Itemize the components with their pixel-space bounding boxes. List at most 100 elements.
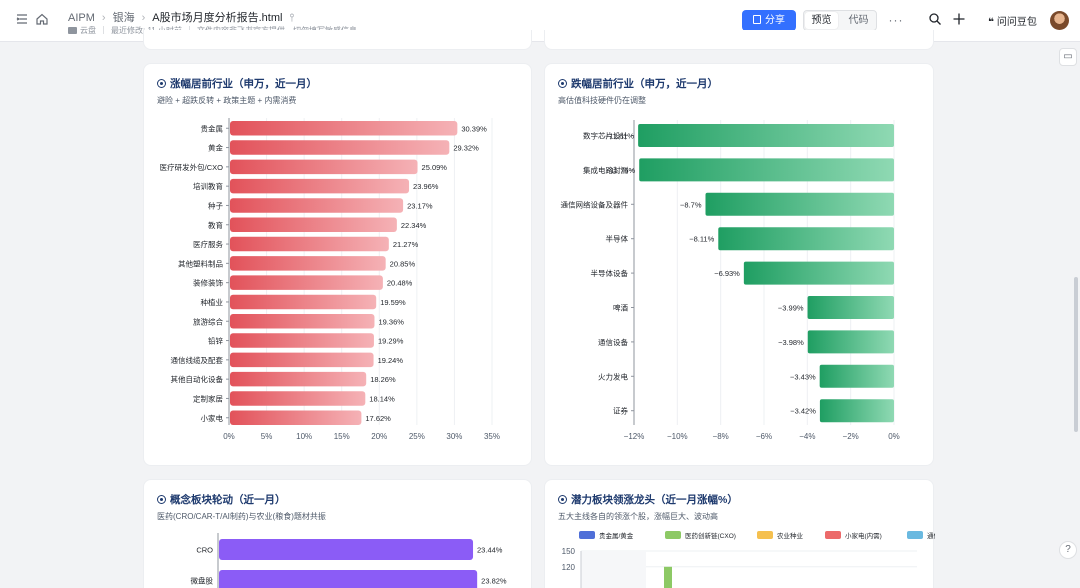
preview-tab[interactable]: 预览 xyxy=(805,12,838,29)
value-label: 21.27% xyxy=(393,240,419,249)
value-label: 20.85% xyxy=(390,259,416,268)
code-tab[interactable]: 代码 xyxy=(848,15,869,26)
search-icon[interactable] xyxy=(927,12,943,28)
bar xyxy=(230,159,418,175)
help-icon[interactable]: ? xyxy=(1059,541,1077,559)
location-label: 云盘 xyxy=(80,26,96,35)
value-label: −8.7% xyxy=(680,200,702,209)
more-icon[interactable]: ··· xyxy=(888,13,904,27)
category-label: 教育 xyxy=(208,220,223,230)
breadcrumb-item-aipm[interactable]: AIPM xyxy=(68,12,95,24)
breadcrumb-item-yinhai[interactable]: 银海 xyxy=(112,12,135,24)
category-label: 医疗服务 xyxy=(193,239,223,249)
scrollbar[interactable] xyxy=(1074,277,1078,432)
category-label: 通信网络设备及器件 xyxy=(561,199,629,209)
card-title: 潜力板块领涨龙头（近一月涨幅%） xyxy=(558,492,738,507)
category-band xyxy=(581,551,646,588)
target-icon xyxy=(157,79,166,88)
legend-label: 贵金属/黄金 xyxy=(599,531,634,540)
previous-card-right xyxy=(544,30,934,50)
x-tick-label: −2% xyxy=(843,432,859,441)
pin-icon[interactable]: ⫯ xyxy=(289,12,295,24)
bar xyxy=(230,178,410,194)
x-tick-label: 10% xyxy=(296,432,312,441)
target-icon xyxy=(558,79,567,88)
ask-doubao-button[interactable]: ❝ 问问豆包 xyxy=(988,17,1037,28)
document-title[interactable]: A股市场月度分析报告.html xyxy=(152,12,283,24)
bar xyxy=(219,570,478,588)
value-label: −3.43% xyxy=(790,372,816,381)
value-label: −3.42% xyxy=(790,407,816,416)
avatar[interactable] xyxy=(1050,11,1069,30)
value-label: 30.39% xyxy=(461,124,487,133)
x-tick-label: 5% xyxy=(261,432,273,441)
home-icon[interactable] xyxy=(34,12,50,28)
category-label: 微盘股 xyxy=(191,576,214,586)
category-label: 啤酒 xyxy=(613,303,628,313)
category-label: 火力发电 xyxy=(598,371,628,381)
category-label: 医疗研发外包/CXO xyxy=(160,162,224,172)
add-icon[interactable] xyxy=(951,12,967,28)
legend-label: 通信线缆/算力 xyxy=(927,531,935,540)
bar xyxy=(639,158,894,182)
category-label: 旅游综合 xyxy=(193,316,223,326)
category-label: 数字芯片设计 xyxy=(583,131,628,141)
bar xyxy=(664,566,672,588)
bar xyxy=(230,314,375,329)
card-concept-rotation: 概念板块轮动（近一月） 医药(CRO/CAR-T/AI制药)与农业(粮食)题材共… xyxy=(143,479,532,588)
share-button[interactable]: 分享 xyxy=(742,10,796,31)
category-label: 其他自动化设备 xyxy=(171,374,224,384)
card-title: 概念板块轮动（近一月） xyxy=(157,492,286,507)
card-subtitle: 高估值科技硬件仍在调整 xyxy=(558,96,646,105)
bar xyxy=(230,410,362,425)
bar xyxy=(230,352,374,368)
chevron-right-icon: › xyxy=(141,12,146,24)
bar xyxy=(230,371,367,387)
bar xyxy=(819,399,894,423)
card-title: 跌幅居前行业（申万，近一月） xyxy=(558,76,718,91)
bar xyxy=(230,333,374,348)
comment-icon[interactable]: ▭ xyxy=(1059,48,1077,66)
value-label: 22.34% xyxy=(401,221,427,230)
gainers-bar-chart: 0% 5% 10% 15% 20% 25% 30% 35% 贵金属 30.39% 黄金 29.32% 医… xyxy=(160,118,500,441)
value-label: 23.17% xyxy=(407,201,433,210)
legend-label: 医药创新链(CXO) xyxy=(685,531,736,540)
category-label: 小家电 xyxy=(201,413,224,423)
card-top-losers: 跌幅居前行业（申万，近一月） 高估值科技硬件仍在调整 −12% −10% −8% −6… xyxy=(544,63,934,466)
target-icon xyxy=(558,495,567,504)
legend-swatch xyxy=(665,531,681,539)
target-icon xyxy=(157,495,166,504)
category-label: 贵金属 xyxy=(201,123,224,133)
card-subtitle: 避险 + 超跌反转 + 政策主题 + 内需消费 xyxy=(157,96,297,105)
value-label: 19.24% xyxy=(378,356,404,365)
leaders-bar-chart: 贵金属/黄金 医药创新链(CXO) 农业种业 小家电(内需) 通信线缆/算力 150 120 xyxy=(562,531,935,588)
card-top-gainers: 涨幅居前行业（申万，近一月） 避险 + 超跌反转 + 政策主题 + 内需消费 0… xyxy=(143,63,532,466)
cloud-icon xyxy=(68,27,77,34)
value-label: 29.32% xyxy=(453,144,479,153)
value-label: −6.93% xyxy=(714,269,740,278)
bar xyxy=(219,539,474,560)
category-label: 集成电路封测 xyxy=(583,165,628,175)
category-label: 种子 xyxy=(208,200,223,210)
bar xyxy=(230,256,386,271)
bar xyxy=(230,294,377,310)
category-label: 通信设备 xyxy=(598,337,628,347)
value-label: 18.26% xyxy=(370,375,396,384)
x-tick-label: −4% xyxy=(799,432,815,441)
bar xyxy=(230,217,397,232)
sidebar-toggle-icon[interactable] xyxy=(14,12,30,28)
x-tick-label: 0% xyxy=(223,432,235,441)
previous-card-left xyxy=(143,30,532,50)
value-label: 25.09% xyxy=(422,163,448,172)
legend-swatch xyxy=(907,531,923,539)
card-sector-leaders: 潜力板块领涨龙头（近一月涨幅%） 五大主线各自的领涨个股，涨幅巨大、波动高 贵金… xyxy=(544,479,935,588)
x-tick-label: 35% xyxy=(484,432,500,441)
bar xyxy=(819,364,894,388)
x-tick-label: 30% xyxy=(446,432,462,441)
category-label: 铅锌 xyxy=(208,336,223,346)
bar xyxy=(743,261,894,285)
bar xyxy=(638,124,894,147)
bar xyxy=(230,121,458,136)
value-label: −8.11% xyxy=(689,235,714,244)
category-label: 培训教育 xyxy=(193,181,223,191)
